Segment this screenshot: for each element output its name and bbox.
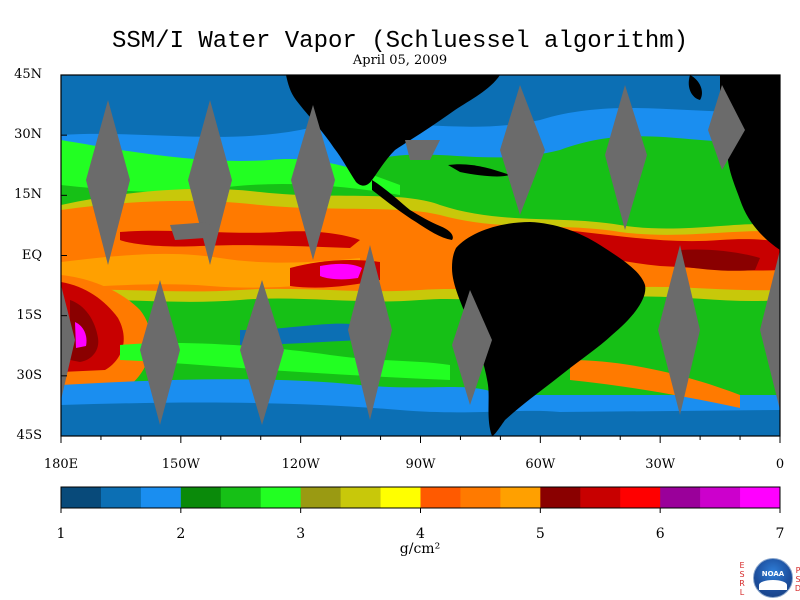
lat-label: 30S [16,367,42,383]
lon-label: 30W [645,457,676,472]
colorbar-segment [100,487,142,508]
lat-label: 30N [14,127,42,143]
colorbar-segment [620,487,661,508]
colorbar-segment [740,487,781,508]
colorbar-segment [140,487,182,508]
land-caribbean [448,164,510,177]
colorbar-segment [220,487,262,508]
colorbar-tick-label: 1 [56,526,66,542]
colorbar-tick-label: 5 [535,526,545,542]
land-central-america [372,180,453,240]
colorbar-tick-label: 3 [296,526,306,542]
lat-label: EQ [21,247,42,263]
longitude-ticks [60,436,781,443]
field-south-atlantic-band [570,360,740,408]
field-itcz-south [61,253,360,288]
field-spcz-max [75,322,87,348]
field-south-very-dry [61,402,780,436]
chart-date: April 05, 2009 [352,53,448,68]
colorbar-segment [61,487,102,508]
colorbar-units: g/cm² [399,541,441,557]
logo-bird-icon [759,580,787,590]
lat-label: 15S [16,307,42,323]
lon-label: 60W [525,457,556,472]
colorbar-tick-label: 6 [655,526,665,542]
chart-title: SSM/I Water Vapor (Schluessel algorithm) [111,28,689,55]
colorbar-segment [340,487,382,508]
colorbar-segment [580,487,621,508]
colorbar-segment [540,487,581,508]
colorbar-segment [260,487,302,508]
map-field [61,75,780,436]
logo-circle-text: NOAA [761,570,785,578]
lon-label: 120W [281,457,320,472]
lon-label: 90W [405,457,436,472]
lon-label: 180E [43,457,79,472]
latitude-ticks [61,74,67,437]
colorbar-segment [380,487,421,508]
noaa-logo-icon: NOAA [753,558,793,598]
colorbar-tick-label: 7 [775,526,785,542]
colorbar-tick-label: 2 [176,526,186,542]
land-south-america [452,222,646,436]
land-north-america [286,75,500,186]
field-itcz-max [320,263,362,280]
colorbar-tick-label: 4 [416,526,425,542]
colorbar-segment [460,487,501,508]
colorbar [60,486,781,513]
field-atlantic-darkred [680,249,760,271]
swath-gaps [61,85,780,425]
lon-label: 150W [161,457,200,472]
lon-label: 0 [775,457,785,472]
colorbar-segment [180,487,222,508]
colorbar-segment [500,487,541,508]
lat-label: 15N [14,187,42,203]
lat-label: 45S [16,428,42,443]
colorbar-segment [420,487,461,508]
land-greenland-tip [688,75,702,100]
colorbar-segment [700,487,741,508]
colorbar-segment [300,487,342,508]
colorbar-segment [660,487,701,508]
lat-label: 45N [14,67,42,82]
